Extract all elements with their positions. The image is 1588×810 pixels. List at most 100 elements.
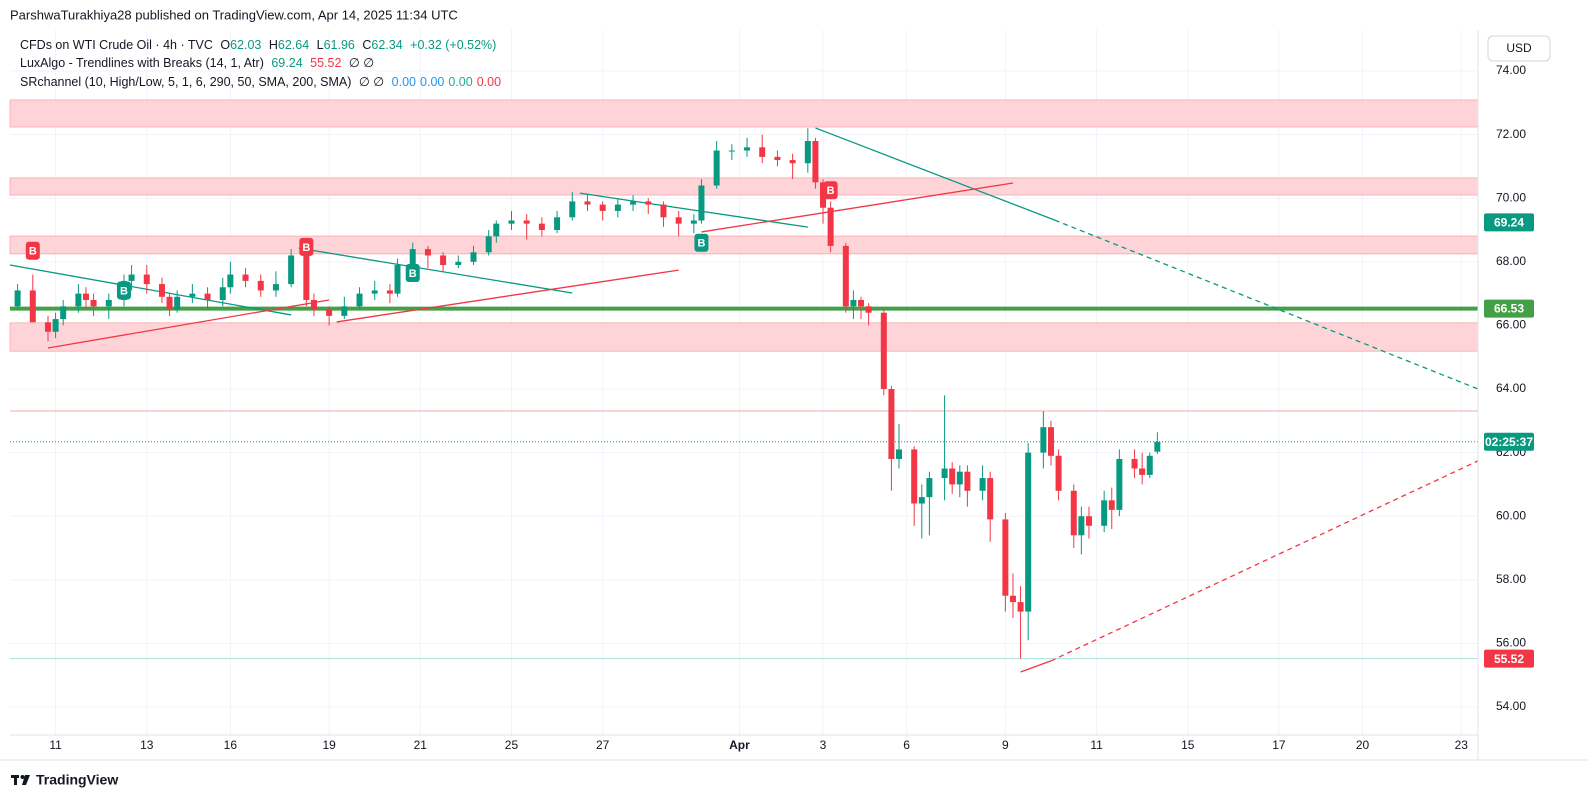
- trendline: [701, 182, 1014, 233]
- candle-body: [1139, 468, 1146, 475]
- candle-body: [1009, 595, 1016, 603]
- x-tick-label: 11: [49, 738, 62, 752]
- price-tag-label: 69.24: [1494, 216, 1524, 230]
- indicator-empty: ∅ ∅: [359, 75, 384, 89]
- break-label: B: [29, 246, 37, 258]
- candle-body: [14, 290, 21, 307]
- candle-body: [1055, 455, 1062, 491]
- candle-body: [105, 299, 112, 307]
- trendline: [815, 127, 1056, 221]
- candle-body: [645, 201, 652, 205]
- candle-body: [356, 293, 363, 307]
- l-value: 61.96: [324, 38, 355, 52]
- trendline: [336, 269, 679, 323]
- y-tick-label: 60.00: [1496, 508, 1526, 522]
- x-tick-label: 11: [1090, 738, 1103, 752]
- break-label: B: [697, 238, 705, 250]
- candle-body: [409, 249, 416, 265]
- y-tick-label: 54.00: [1496, 699, 1526, 713]
- break-label: B: [302, 242, 310, 254]
- x-tick-label: 23: [1455, 738, 1469, 752]
- candle-body: [690, 220, 697, 224]
- candle-body: [219, 287, 226, 300]
- trendline: [1020, 660, 1052, 673]
- candle-body: [75, 293, 82, 307]
- brand: TradingView: [36, 772, 118, 788]
- candle-body: [918, 497, 925, 504]
- candle-body: [310, 299, 317, 310]
- candle-body: [1070, 490, 1077, 536]
- h-value: 62.64: [278, 38, 309, 52]
- candle-body: [341, 306, 348, 316]
- candle-body: [1047, 427, 1054, 456]
- candle-body: [1002, 519, 1009, 596]
- candle-body: [303, 255, 310, 300]
- candle-body: [896, 449, 903, 459]
- candle-body: [60, 306, 67, 320]
- currency-button[interactable]: [1487, 35, 1551, 62]
- candle-body: [440, 255, 447, 265]
- candle-body: [44, 322, 51, 332]
- y-tick-label: 58.00: [1496, 572, 1526, 586]
- candle-body: [538, 223, 545, 231]
- change: +0.32 (+0.52%): [410, 38, 496, 52]
- candle-body: [949, 468, 956, 485]
- candle-body: [485, 236, 492, 253]
- y-tick-label: 68.00: [1496, 254, 1526, 268]
- indicator-empty: ∅ ∅: [349, 56, 374, 70]
- l-label: L: [317, 38, 324, 52]
- candle-body: [630, 201, 637, 205]
- break-marker: [823, 181, 838, 200]
- candle-body: [158, 284, 165, 297]
- x-tick-label: 21: [414, 738, 428, 752]
- y-tick-label: 72.00: [1496, 127, 1526, 141]
- y-tick-label: 64.00: [1496, 381, 1526, 395]
- x-tick-label: 25: [505, 738, 519, 752]
- candle-body: [804, 140, 811, 164]
- break-label: B: [409, 268, 417, 280]
- candle-body: [1085, 516, 1092, 526]
- candle-body: [394, 265, 401, 294]
- x-tick-label: 16: [224, 738, 238, 752]
- price-tag: [1484, 213, 1534, 232]
- candle-body: [1078, 516, 1085, 536]
- candle-body: [987, 478, 994, 520]
- indicator-value: 0.00: [392, 75, 416, 89]
- indicator-value: 0.00: [477, 75, 501, 89]
- candle-body: [204, 293, 211, 300]
- x-tick-label: 20: [1356, 738, 1370, 752]
- h-label: H: [269, 38, 278, 52]
- trendline: [9, 264, 292, 316]
- candle-body: [979, 478, 986, 491]
- candle-body: [941, 468, 948, 479]
- price-tag-label: 55.52: [1494, 652, 1524, 666]
- candle-body: [911, 449, 918, 504]
- candle-body: [926, 478, 933, 498]
- break-marker: [299, 237, 314, 256]
- candle-body: [812, 140, 819, 183]
- candle-body: [614, 204, 621, 211]
- price-tag: [1484, 649, 1534, 668]
- sr-zone: [9, 322, 1479, 352]
- legend-line: SRchannel (10, High/Low, 5, 1, 6, 290, 5…: [20, 75, 501, 89]
- candle-body: [1017, 602, 1024, 612]
- x-tick-label: 13: [140, 738, 154, 752]
- candle-body: [52, 319, 59, 332]
- candle-body: [1025, 452, 1032, 612]
- price-tag-label: 66.53: [1494, 302, 1524, 316]
- candle-body: [675, 217, 682, 224]
- x-tick-label: Apr: [729, 738, 750, 752]
- y-tick-label: 74.00: [1496, 63, 1526, 77]
- x-tick-label: 19: [322, 738, 336, 752]
- indicator-value: 0.00: [420, 75, 444, 89]
- currency[interactable]: USD: [1506, 41, 1532, 55]
- c-value: 62.34: [371, 38, 402, 52]
- y-tick-label: 70.00: [1496, 190, 1526, 204]
- candle-body: [166, 296, 173, 310]
- candle-body: [493, 223, 500, 237]
- trendline: [1050, 460, 1479, 662]
- sr-zone: [9, 177, 1479, 196]
- candle-body: [128, 274, 135, 281]
- candle-body: [964, 471, 971, 491]
- trendline: [47, 299, 330, 349]
